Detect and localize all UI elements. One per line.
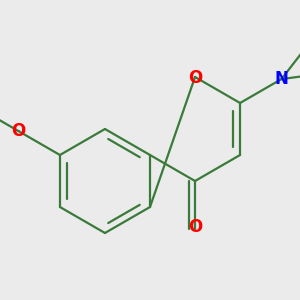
Text: O: O	[188, 218, 202, 236]
Text: O: O	[11, 122, 26, 140]
Text: N: N	[274, 70, 288, 88]
Text: O: O	[188, 69, 202, 87]
